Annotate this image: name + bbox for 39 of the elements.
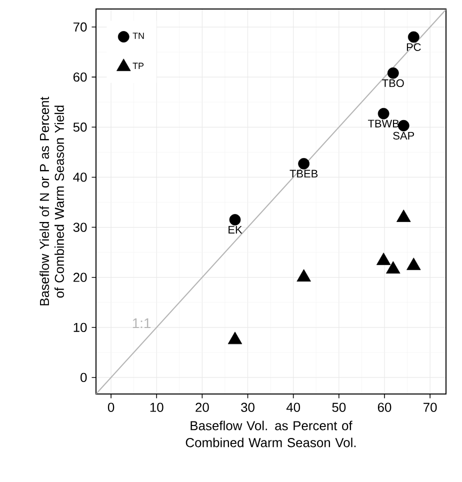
annotation: EK <box>228 226 242 234</box>
point <box>228 332 242 344</box>
point <box>406 258 421 270</box>
y-tick-label: 20 <box>73 272 87 282</box>
y-tick-label: 30 <box>73 222 87 232</box>
point <box>298 158 310 170</box>
y-tick-label: 70 <box>74 22 87 32</box>
x-axis-title: Baseflow Vol. as Percent of Combined Warm Season Vol. <box>186 420 356 448</box>
legend-label: TP <box>132 62 144 69</box>
point <box>229 214 241 226</box>
point <box>408 31 420 43</box>
y-tick-label: 40 <box>73 172 87 182</box>
x-tick-label: 20 <box>196 402 209 412</box>
legend-label: TN <box>132 32 144 39</box>
point <box>387 67 399 79</box>
annotation: TBO <box>382 79 404 88</box>
y-tick-label: 0 <box>80 372 87 382</box>
annotation: TBEB <box>290 170 318 178</box>
point <box>376 252 391 266</box>
y-tick-label: 50 <box>73 122 87 132</box>
point <box>386 261 400 274</box>
point <box>378 108 390 120</box>
y-axis-title: Baseflow Yield of N or P as Percent of Combined Warm Season Yield <box>40 96 64 306</box>
annotation: TBWB <box>368 120 399 128</box>
point <box>296 269 311 282</box>
point <box>396 210 411 222</box>
x-tick-label: 60 <box>378 402 392 412</box>
annotation: PC <box>406 43 421 51</box>
x-tick-label: 50 <box>332 402 346 412</box>
x-tick-label: 0 <box>108 402 114 412</box>
x-tick-label: 70 <box>424 402 437 412</box>
series-label: 1:1 <box>132 318 151 328</box>
x-tick-label: 40 <box>286 402 300 412</box>
annotation: SAP <box>393 132 414 140</box>
point <box>398 120 410 132</box>
y-tick-label: 10 <box>74 322 87 332</box>
y-tick-label: 60 <box>73 72 87 82</box>
x-tick-label: 10 <box>150 402 164 412</box>
x-tick-label: 30 <box>241 402 254 412</box>
